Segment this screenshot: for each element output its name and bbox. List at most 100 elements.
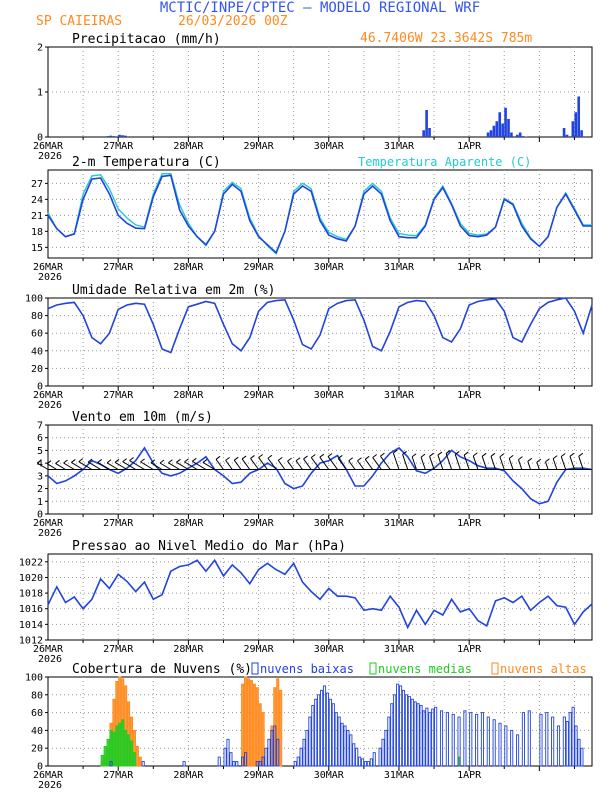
precip-bar [121, 135, 124, 137]
wind-barb-flag [64, 460, 68, 463]
wind-barb [553, 459, 557, 470]
cloud-bar-nuvens-baixas [338, 717, 340, 766]
wind-barb [570, 456, 575, 469]
cloud-bar-nuvens-baixas [359, 757, 361, 766]
cloud-bar-nuvens-baixas [224, 748, 226, 766]
rh-series-main [48, 298, 592, 353]
cloud-bar-nuvens-baixas [347, 730, 349, 766]
cloud-bar-nuvens-baixas [552, 717, 554, 766]
precip-year-label: 2026 [38, 151, 62, 162]
cloud-bar-nuvens-altas [139, 757, 141, 766]
cloud-bar-nuvens-baixas [452, 714, 454, 766]
cloud-bar-nuvens-baixas [294, 762, 296, 766]
press-ytick-label: 1018 [19, 589, 43, 600]
cloud-bar-nuvens-baixas [350, 735, 352, 766]
clouds-year-label: 2026 [38, 780, 62, 791]
wind-barb [438, 455, 443, 469]
rh-day-label: 27MAR [103, 390, 134, 401]
cloud-bar-nuvens-baixas [382, 739, 384, 766]
cloud-bar-nuvens-baixas [440, 711, 442, 766]
precip-bar [118, 135, 121, 137]
cloud-bar-nuvens-baixas [373, 753, 375, 766]
cloud-bar-nuvens-baixas [417, 704, 419, 766]
precip-bar [493, 126, 496, 137]
cloud-bar-nuvens-baixas [432, 709, 434, 766]
cloud-bar-nuvens-baixas [265, 748, 267, 766]
wind-barb-flag [380, 453, 384, 456]
precip-bar [124, 136, 127, 137]
precip-bar [574, 112, 577, 137]
cloud-bar-nuvens-baixas [388, 717, 390, 766]
cloud-bar-nuvens-baixas [353, 744, 355, 766]
wind-barb [234, 460, 241, 469]
clouds-day-label: 30MAR [314, 770, 345, 781]
wind-ytick-label: 1 [37, 497, 43, 508]
precip-day-label: 28MAR [173, 141, 204, 152]
cloud-bar-nuvens-medias [133, 753, 135, 766]
cloud-bar-nuvens-baixas [429, 713, 431, 766]
press-year-label: 2026 [38, 654, 62, 665]
precip-bar [112, 136, 115, 137]
wind-ytick-label: 6 [37, 433, 43, 444]
press-ytick-label: 1016 [19, 604, 43, 615]
cloud-bar-nuvens-baixas [528, 711, 530, 766]
wind-barb-flag [500, 454, 504, 457]
temp-ytick-label: 24 [31, 195, 43, 206]
cloud-bar-nuvens-baixas [297, 757, 299, 766]
wind-barb [304, 459, 312, 470]
wind-barb-flag [553, 456, 557, 459]
cloud-bar-nuvens-baixas [470, 713, 472, 766]
cloud-bar-nuvens-baixas [142, 762, 144, 766]
cloud-bar-nuvens-medias [119, 723, 121, 766]
cloud-bar-nuvens-baixas [300, 748, 302, 766]
wind-barb [357, 461, 363, 470]
precip-bar [428, 128, 431, 137]
wind-barb-flag [251, 455, 255, 458]
precip-bar [490, 130, 493, 137]
temp-day-label: 1APR [457, 262, 482, 273]
wind-barb [518, 460, 521, 470]
wind-barb [242, 459, 250, 470]
cloud-bar-nuvens-medias [107, 739, 109, 766]
station-name: SP CAIEIRAS [36, 14, 122, 29]
cloud-bar-nuvens-baixas [356, 748, 358, 766]
press-ytick-label: 1014 [19, 620, 43, 631]
rh-frame [48, 298, 592, 386]
wind-barb-flag [482, 453, 486, 456]
cloud-bar-nuvens-baixas [233, 762, 235, 766]
wind-barb-flag [296, 458, 300, 461]
precip-bar [109, 136, 112, 137]
press-frame [48, 554, 592, 640]
wind-barb-flag [168, 460, 172, 463]
wind-barb [446, 453, 451, 469]
wind-panel: 7654321026MAR27MAR28MAR29MAR30MAR31MAR1A… [33, 410, 592, 539]
rh-ytick-label: 80 [31, 311, 43, 322]
cloud-bar-nuvens-baixas [476, 714, 478, 766]
wind-barb-flag [545, 459, 549, 462]
station-coords: 46.7406W 23.3642S 785m [360, 31, 532, 46]
cloud-bar-nuvens-baixas [394, 695, 396, 766]
wind-barb-flag [141, 459, 145, 462]
wind-barb-flag [349, 458, 353, 461]
cloud-bar-nuvens-medias [101, 755, 103, 766]
cloud-bar-nuvens-baixas [569, 713, 571, 766]
precip-title: Precipitacao (mm/h) [72, 32, 221, 47]
wind-day-label: 30MAR [314, 518, 345, 529]
wind-barb-flag [373, 455, 377, 458]
cloud-bar-nuvens-baixas [546, 713, 548, 766]
cloud-bar-nuvens-baixas [414, 702, 416, 766]
cloud-bar-nuvens-baixas [385, 730, 387, 766]
wind-barb-flag [71, 459, 75, 462]
wind-barb [528, 461, 531, 469]
cloud-bar-nuvens-baixas [379, 748, 381, 766]
wind-barb [160, 463, 171, 469]
press-ytick-label: 1022 [19, 557, 43, 568]
cloud-bar-nuvens-medias [130, 741, 132, 766]
cloud-bar-nuvens-baixas [391, 704, 393, 766]
precip-bar [507, 119, 510, 137]
cloud-bar-nuvens-baixas [563, 717, 565, 766]
press-day-label: 1APR [457, 644, 482, 655]
